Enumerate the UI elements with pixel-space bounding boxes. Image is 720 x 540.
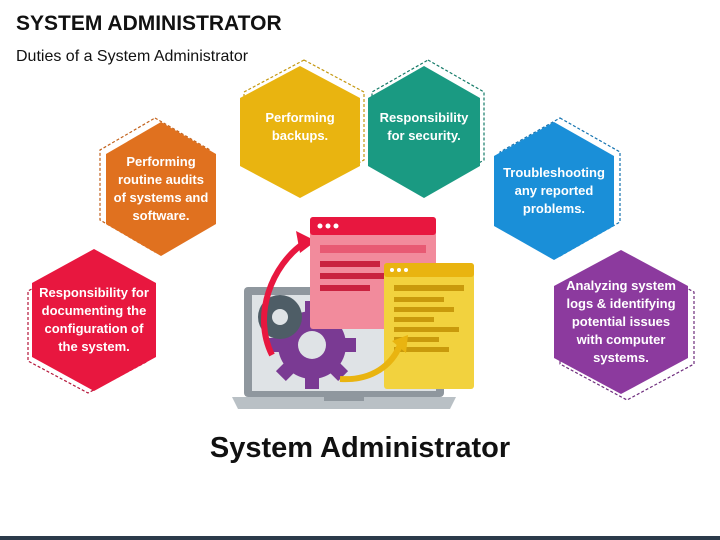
duty-text-line: any reported [514, 183, 594, 199]
duty-text-line: the system. [58, 338, 130, 354]
duty-hexagon-troubleshooting: Troubleshooting any reported problems. [490, 117, 621, 264]
duty-text-line: problems. [522, 200, 586, 216]
duty-text-line: Performing [126, 154, 196, 170]
curved-arrow-icon [339, 343, 403, 383]
duty-text-line: software. [132, 207, 190, 223]
duty-text-line: potential issues [571, 314, 671, 330]
duty-text-line: logs & identifying [566, 296, 676, 312]
duty-text-line: Responsibility [379, 110, 469, 126]
center-title: System Administrator [209, 432, 511, 464]
system-admin-illustration [232, 217, 474, 409]
hexagon-shape [554, 250, 695, 401]
duty-text-line: backups. [271, 128, 329, 143]
duty-text-line: routine audits [118, 172, 204, 188]
duty-text-line: Responsibility for [39, 285, 149, 301]
hexagon-shape [240, 59, 365, 198]
duty-hexagon-security: Responsibility for security. [364, 59, 485, 202]
duty-text-line: systems. [593, 349, 649, 365]
page-title: SYSTEM ADMINISTRATOR [16, 12, 282, 35]
duty-text-line: Analyzing system [566, 278, 676, 294]
arrow-head-icon [296, 231, 316, 253]
arrow-head-icon [392, 335, 408, 353]
bottom-bar [0, 536, 720, 540]
duty-hexagon-backups: Performing backups. [236, 59, 365, 202]
duty-hexagon-documenting: Responsibility for documenting the confi… [27, 245, 160, 395]
hexagon-shape [99, 117, 216, 256]
hexagon-shape [368, 59, 485, 198]
page-subtitle: Duties of a System Administrator [16, 48, 249, 65]
duty-text-line: for security. [387, 128, 461, 143]
duty-text-line: documenting the [41, 303, 147, 319]
duty-text-line: with computer [576, 331, 666, 347]
duty-text-line: configuration of [44, 321, 144, 336]
duty-text-line: of systems and [113, 190, 209, 205]
hexagon-shape [27, 249, 156, 394]
duty-text-line: Performing [265, 110, 335, 126]
duty-hexagon-logs: Analyzing system logs & identifying pote… [550, 246, 695, 401]
hexagon-shape [494, 117, 621, 260]
curved-arrow-icon [261, 240, 306, 357]
duty-text-line: Troubleshooting [503, 165, 605, 181]
duty-hexagon-audits: Performing routine audits of systems and… [99, 117, 220, 260]
document-window-icon [384, 263, 474, 389]
gear-icon [258, 295, 302, 339]
